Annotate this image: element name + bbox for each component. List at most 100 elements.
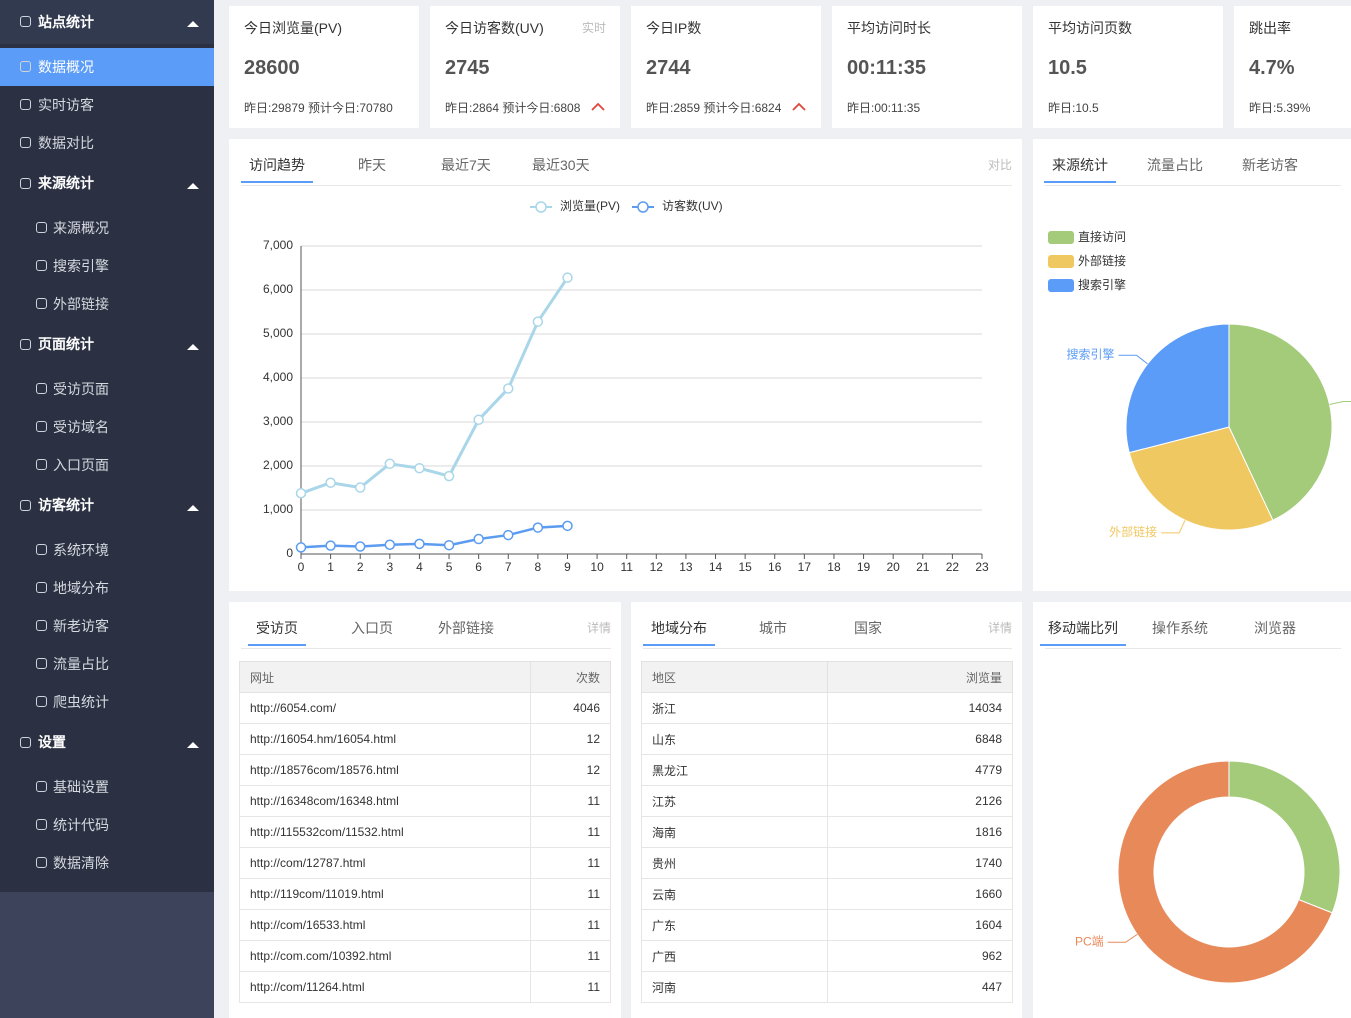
menu-item[interactable]: 入口页面: [0, 446, 214, 484]
cell: 1740: [827, 848, 1013, 879]
tab[interactable]: 流量占比: [1139, 153, 1211, 183]
cell: 1604: [827, 910, 1013, 941]
card-value: 28600: [244, 57, 300, 80]
menu-group-title[interactable]: 设置: [0, 721, 214, 764]
menu-item[interactable]: 受访域名: [0, 408, 214, 446]
legend-swatch: [1048, 231, 1074, 244]
card-sub: 昨日:29879 预计今日:70780: [244, 99, 393, 116]
tab[interactable]: 浏览器: [1246, 616, 1304, 646]
cell: 6848: [827, 724, 1013, 755]
tab[interactable]: 外部链接: [430, 616, 502, 646]
menu-item[interactable]: 统计代码: [0, 806, 214, 844]
card-value: 4.7%: [1249, 57, 1295, 80]
data-point: [385, 459, 394, 468]
menu-item[interactable]: 基础设置: [0, 768, 214, 806]
table-row: 海南1816: [642, 817, 1013, 848]
data-point: [297, 489, 306, 498]
trend-panel: 01,0002,0003,0004,0005,0006,0007,0000123…: [229, 139, 1022, 591]
menu-item[interactable]: 数据概况: [0, 48, 214, 86]
tab[interactable]: 地域分布: [643, 616, 715, 646]
tab[interactable]: 国家: [846, 616, 890, 646]
x-tick-label: 8: [535, 560, 542, 574]
table-row: http://com.com/10392.html11: [240, 941, 611, 972]
x-tick-label: 23: [975, 560, 989, 574]
cell: 4779: [827, 755, 1013, 786]
menu-item[interactable]: 外部链接: [0, 285, 214, 323]
sidebar: 站点统计数据概况实时访客数据对比来源统计来源概况搜索引擎外部链接页面统计受访页面…: [0, 0, 214, 1018]
menu-item[interactable]: 新老访客: [0, 607, 214, 645]
panel-header: 访问趋势 昨天 最近7天最近30天 对比: [241, 139, 1012, 186]
menu-item[interactable]: 地域分布: [0, 569, 214, 607]
tab[interactable]: 移动端比列: [1040, 616, 1126, 646]
data-point: [415, 539, 424, 548]
menu-item[interactable]: 实时访客: [0, 86, 214, 124]
menu-icon: [36, 781, 47, 792]
panel-link[interactable]: 对比: [988, 153, 1012, 177]
panel-header: 受访页 入口页外部链接 详情: [241, 602, 611, 649]
tab[interactable]: 来源统计: [1044, 153, 1116, 183]
tab[interactable]: 受访页: [248, 616, 306, 646]
data-point: [326, 541, 335, 550]
chevron: [793, 104, 805, 110]
card-badge: 实时: [582, 19, 606, 36]
tab[interactable]: 新老访客: [1234, 153, 1306, 183]
card-title: 跳出率: [1249, 18, 1291, 38]
x-tick-label: 21: [916, 560, 930, 574]
menu-icon: [36, 620, 47, 631]
menu-item[interactable]: 系统环境: [0, 531, 214, 569]
card-value: 2744: [646, 57, 691, 80]
label-leader: [1161, 520, 1185, 533]
cell: 河南: [642, 972, 828, 1003]
menu-icon: [20, 61, 31, 72]
cell: http://com/11264.html: [240, 972, 531, 1003]
table-row: 广西962: [642, 941, 1013, 972]
tab[interactable]: 最近30天: [524, 153, 598, 183]
data-point: [415, 464, 424, 473]
table-row: http://119com/11019.html11: [240, 879, 611, 910]
menu-group-title[interactable]: 访客统计: [0, 484, 214, 527]
card-sub: 昨日:10.5: [1048, 99, 1099, 116]
menu-item[interactable]: 数据清除: [0, 844, 214, 882]
tab[interactable]: 操作系统: [1144, 616, 1216, 646]
x-tick-label: 14: [709, 560, 723, 574]
cell: http://com/12787.html: [240, 848, 531, 879]
menu: 站点统计数据概况实时访客数据对比来源统计来源概况搜索引擎外部链接页面统计受访页面…: [0, 0, 214, 892]
table-row: http://6054.com/4046: [240, 693, 611, 724]
menu-item[interactable]: 搜索引擎: [0, 247, 214, 285]
menu-item[interactable]: 来源概况: [0, 209, 214, 247]
cell: 浙江: [642, 693, 828, 724]
tab[interactable]: 最近7天: [433, 153, 499, 183]
label-leader: [1119, 355, 1148, 364]
tab[interactable]: 城市: [751, 616, 795, 646]
cell: 云南: [642, 879, 828, 910]
slice-label: 外部链接: [1109, 524, 1157, 539]
tab[interactable]: 入口页: [343, 616, 401, 646]
data-point: [474, 415, 483, 424]
y-tick-label: 4,000: [263, 370, 293, 384]
x-tick-label: 17: [798, 560, 812, 574]
cell: 11: [531, 941, 611, 972]
panel-header: 地域分布 城市 国家 详情: [643, 602, 1012, 649]
menu-icon: [36, 459, 47, 470]
tab[interactable]: 访问趋势: [241, 153, 313, 183]
panel-link[interactable]: 详情: [587, 616, 611, 640]
line-series: [301, 526, 567, 548]
menu-group-title[interactable]: 站点统计: [0, 0, 214, 44]
card-sub: 昨日:2864 预计今日:6808: [445, 99, 580, 116]
menu-item[interactable]: 爬虫统计: [0, 683, 214, 721]
table-row: 浙江14034: [642, 693, 1013, 724]
data-table: 地区浏览量浙江14034山东6848黑龙江4779江苏2126海南1816贵州1…: [641, 661, 1013, 1003]
y-tick-label: 6,000: [263, 282, 293, 296]
x-tick-label: 22: [946, 560, 960, 574]
menu-item[interactable]: 数据对比: [0, 124, 214, 162]
cell: http://18576com/18576.html: [240, 755, 531, 786]
menu-group-title[interactable]: 来源统计: [0, 162, 214, 205]
panel-link[interactable]: 详情: [988, 616, 1012, 640]
menu-item[interactable]: 流量占比: [0, 645, 214, 683]
menu-icon: [36, 383, 47, 394]
menu-group-title[interactable]: 页面统计: [0, 323, 214, 366]
tab[interactable]: 昨天: [350, 153, 394, 183]
legend-label: 外部链接: [1078, 253, 1126, 268]
menu-item[interactable]: 受访页面: [0, 370, 214, 408]
